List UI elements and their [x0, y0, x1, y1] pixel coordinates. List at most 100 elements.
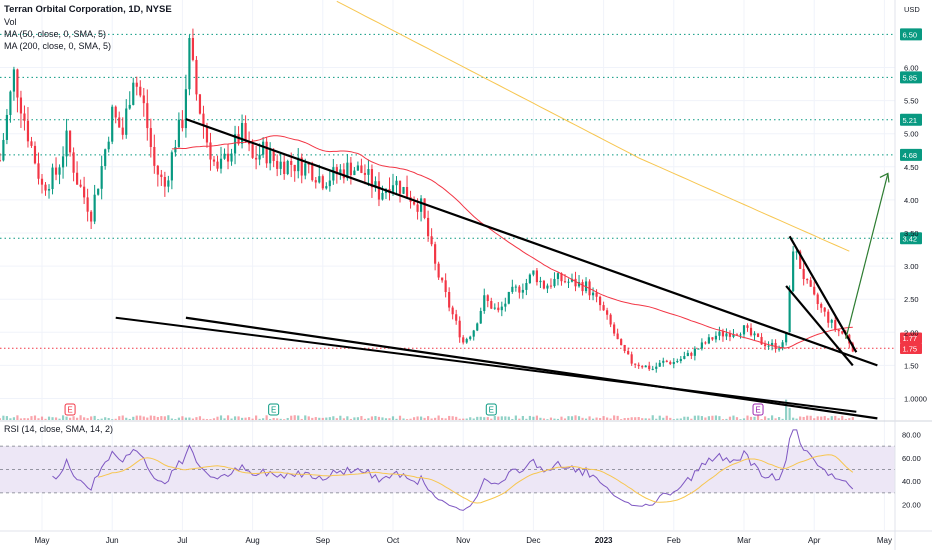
candle-body — [16, 69, 19, 98]
volume-bar — [314, 417, 317, 420]
volume-bar — [191, 418, 195, 420]
x-tick-label: Sep — [316, 536, 331, 545]
candle-body — [244, 123, 247, 142]
volume-bar — [669, 417, 672, 420]
volume-bar — [177, 417, 180, 420]
volume-bar — [255, 415, 258, 420]
price-label: 1.75 — [903, 345, 918, 354]
volume-bar — [732, 415, 735, 420]
y-tick-label: 2.00 — [904, 328, 919, 337]
candle-body — [370, 169, 374, 188]
volume-bar — [444, 418, 447, 420]
y-tick-label: 6.00 — [904, 64, 919, 73]
candle-body — [335, 167, 338, 175]
candle-body — [672, 361, 675, 365]
candle-body — [746, 325, 749, 328]
volume-bar — [377, 416, 381, 420]
volume-bar — [121, 415, 124, 420]
volume-bar — [497, 416, 500, 420]
candle-body — [648, 365, 651, 370]
x-tick-label: Feb — [667, 536, 681, 545]
volume-bar — [556, 418, 560, 420]
candle-body — [679, 358, 682, 362]
volume-bar — [346, 416, 349, 420]
candle-body — [834, 320, 837, 330]
candle-body — [774, 342, 777, 349]
candle-body — [704, 342, 707, 344]
volume-bar — [65, 416, 68, 420]
symbol-title[interactable]: Terran Orbital Corporation, 1D, NYSE — [4, 4, 172, 15]
volume-bar — [132, 416, 135, 420]
candle-body — [500, 306, 503, 311]
candle-body — [153, 146, 156, 166]
level-tag — [900, 113, 922, 126]
rsi-ma-line — [98, 454, 854, 504]
volume-bar — [441, 417, 444, 420]
level-label: 5.21 — [903, 116, 918, 125]
candle-body — [405, 187, 409, 198]
level-label: 6.50 — [903, 30, 918, 39]
volume-bar — [648, 418, 651, 420]
legend-ma50[interactable]: MA (50, close, 0, SMA, 5) — [4, 29, 107, 39]
candle-body — [676, 361, 679, 363]
candle-body — [195, 59, 198, 95]
volume-bar — [321, 417, 324, 420]
rsi-legend[interactable]: RSI (14, close, SMA, 14, 2) — [4, 424, 114, 434]
candle-body — [198, 94, 202, 114]
earnings-label: E — [755, 406, 760, 415]
candle-body — [346, 162, 349, 179]
volume-bar — [367, 418, 370, 420]
volume-bar — [265, 415, 268, 420]
candle-body — [132, 82, 135, 105]
candle-body — [806, 279, 809, 281]
candle-body — [630, 354, 633, 364]
volume-bar — [711, 415, 714, 420]
volume-bar — [679, 418, 682, 420]
candle-body — [293, 164, 296, 172]
candle-body — [0, 160, 1, 162]
volume-bar — [388, 418, 391, 420]
candle-body — [419, 198, 423, 212]
trend-drawings — [115, 118, 890, 420]
candle-body — [40, 178, 44, 185]
volume-bar — [335, 418, 338, 420]
target-arrow-head — [879, 172, 890, 183]
x-tick-label: 2023 — [595, 536, 613, 545]
volume-bar — [458, 418, 461, 420]
x-tick-label: Mar — [737, 536, 751, 545]
candle-body — [118, 117, 121, 128]
candle-body — [792, 251, 795, 292]
legend-vol[interactable]: Vol — [4, 17, 17, 27]
volume-bar — [609, 418, 612, 420]
volume-bar — [419, 416, 423, 420]
volume-bar — [672, 419, 675, 420]
volume-bar — [279, 418, 282, 420]
candle-body — [61, 156, 65, 168]
volume-bar — [844, 418, 847, 420]
volume-bar — [76, 417, 79, 420]
volume-bar — [553, 418, 556, 420]
candle-body — [553, 278, 556, 287]
volume-bar — [651, 415, 654, 420]
candle-body — [307, 163, 310, 165]
volume-bar — [627, 417, 630, 420]
legend-ma200[interactable]: MA (200, close, 0, SMA, 5) — [4, 41, 112, 51]
volume-bar — [381, 417, 384, 420]
candle-body — [820, 304, 823, 308]
volume-bar — [304, 415, 307, 420]
candle-body — [616, 333, 619, 340]
volume-bar — [416, 416, 419, 420]
volume-bar — [725, 418, 728, 420]
candle-body — [47, 189, 51, 191]
y-tick-label: 2.50 — [904, 295, 919, 304]
candle-body — [304, 163, 307, 176]
volume-bar — [493, 416, 496, 420]
candle-body — [251, 144, 254, 158]
volume-bar — [792, 417, 795, 420]
earnings-marker — [64, 403, 76, 416]
volume-bar — [760, 419, 763, 420]
volume-bar — [753, 416, 756, 420]
volume-bar — [841, 415, 844, 420]
